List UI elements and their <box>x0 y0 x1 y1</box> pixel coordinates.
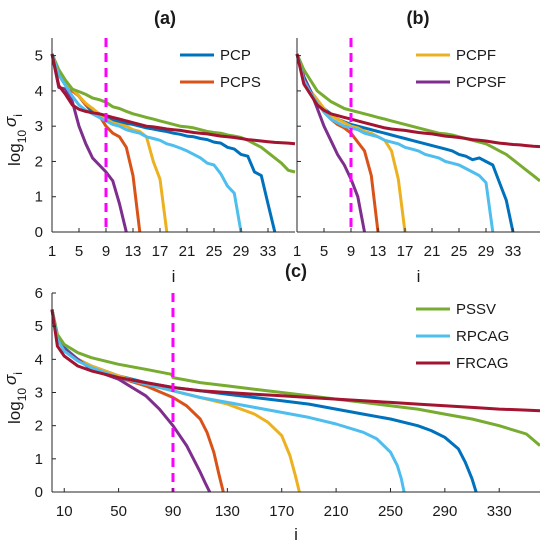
y-label-base: 10 <box>15 388 29 402</box>
y-tick-label: 4 <box>35 351 43 368</box>
y-tick-label: 5 <box>35 48 43 65</box>
legend-label-pcpsf: PCPSF <box>456 74 506 91</box>
y-tick-label: 2 <box>35 418 43 435</box>
x-tick-label: 10 <box>56 503 73 520</box>
y-axis-label: log10 σi <box>1 372 29 424</box>
panel-c-plot: 10 50 90 130 170 210 250 290 3300123456(c)ilog10… <box>1 261 540 540</box>
y-label-log: log <box>5 401 24 424</box>
panel-title: (c) <box>285 261 307 281</box>
x-tick-label: 9 <box>102 243 110 260</box>
series-line-pssv <box>295 53 540 183</box>
x-tick-label: 90 <box>165 503 182 520</box>
x-tick-label: 210 <box>324 503 349 520</box>
y-label-index: i <box>11 372 25 375</box>
y-tick-label: 1 <box>35 189 43 206</box>
x-tick-label: 13 <box>125 243 142 260</box>
y-tick-label: 0 <box>35 224 43 241</box>
series-line-pcp <box>50 53 277 233</box>
series-line-pssv <box>50 309 540 447</box>
legend-label-rpcag: RPCAG <box>456 328 509 345</box>
x-axis-label: i <box>294 525 298 540</box>
y-tick-label: 0 <box>35 484 43 501</box>
legend-label-pcp: PCP <box>220 47 251 64</box>
x-tick-label: 1 <box>293 243 301 260</box>
y-label-log: log <box>5 143 24 166</box>
y-tick-label: 2 <box>35 153 43 170</box>
x-tick-label: 5 <box>320 243 328 260</box>
x-tick-label: 50 <box>110 503 127 520</box>
y-label-sigma: σ <box>1 374 20 385</box>
series-line-pcp <box>50 309 478 493</box>
x-tick-label: 29 <box>233 243 250 260</box>
series-line-frcag <box>50 309 540 413</box>
x-tick-label: 170 <box>269 503 294 520</box>
x-tick-label: 290 <box>432 503 457 520</box>
series-line-rpcag <box>50 53 243 233</box>
x-tick-label: 130 <box>215 503 240 520</box>
series-line-pssv <box>50 53 296 174</box>
y-label-index: i <box>11 114 25 117</box>
y-label-base: 10 <box>15 130 29 144</box>
y-tick-label: 4 <box>35 83 43 100</box>
x-tick-label: 29 <box>478 243 495 260</box>
x-tick-label: 9 <box>347 243 355 260</box>
x-tick-label: 17 <box>152 243 169 260</box>
series-line-frcag <box>50 53 296 146</box>
x-tick-label: 5 <box>75 243 83 260</box>
y-tick-label: 3 <box>35 385 43 402</box>
y-label-sigma: σ <box>1 116 20 127</box>
panel-b-plot: 1 5 9 13 17 21 25 29 33 (b) i PCPF PCPSF <box>293 8 540 286</box>
legend-label-pcps: PCPS <box>220 74 261 91</box>
x-tick-label: 330 <box>487 503 512 520</box>
series-line-pcpsf <box>50 53 128 233</box>
y-tick-label: 3 <box>35 118 43 135</box>
x-tick-label: 33 <box>260 243 277 260</box>
y-axis-label: log10 σi <box>1 114 29 166</box>
x-tick-label: 13 <box>370 243 387 260</box>
x-tick-label: 1 <box>48 243 56 260</box>
series-line-frcag <box>295 53 540 149</box>
legend-label-pcpf: PCPF <box>456 47 496 64</box>
y-tick-label: 5 <box>35 318 43 335</box>
x-tick-label: 33 <box>505 243 522 260</box>
y-tick-label: 6 <box>35 285 43 302</box>
legend-label-frcag: FRCAG <box>456 355 509 372</box>
series-line-pcpf <box>295 53 407 233</box>
series-line-rpcag <box>50 309 406 493</box>
x-axis-label: i <box>172 267 176 286</box>
x-tick-label: 17 <box>397 243 414 260</box>
x-tick-label: 250 <box>378 503 403 520</box>
x-tick-label: 21 <box>179 243 196 260</box>
legend-label-pssv: PSSV <box>456 301 496 318</box>
y-tick-label: 1 <box>35 451 43 468</box>
series-line-pcpsf <box>295 53 366 233</box>
x-tick-label: 25 <box>206 243 223 260</box>
x-axis-label: i <box>417 267 421 286</box>
x-tick-label: 21 <box>424 243 441 260</box>
x-tick-label: 25 <box>451 243 468 260</box>
series-line-pcpf <box>50 53 169 233</box>
series-line-rpcag <box>295 53 495 233</box>
series-line-pcpsf <box>50 309 212 493</box>
panel-title: (b) <box>407 8 430 28</box>
panel-title: (a) <box>154 8 176 28</box>
